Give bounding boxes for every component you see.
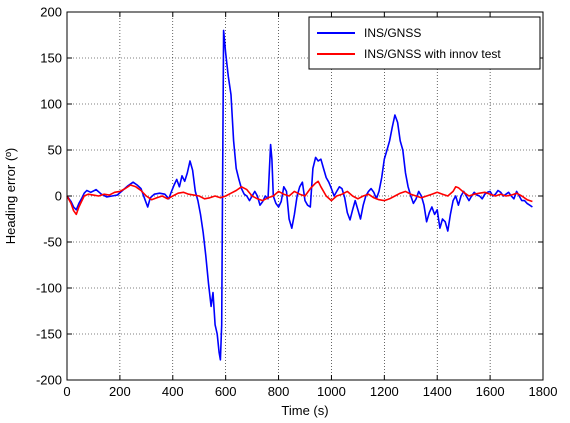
legend-label-ins-gnss: INS/GNSS — [364, 26, 421, 40]
x-tick-label: 400 — [162, 384, 184, 399]
x-tick-label: 800 — [268, 384, 290, 399]
x-tick-label: 1200 — [370, 384, 399, 399]
x-tick-label: 1000 — [317, 384, 346, 399]
legend-label-innov-test: INS/GNSS with innov test — [364, 47, 501, 61]
x-axis-label: Time (s) — [281, 403, 328, 418]
y-tick-labels: 200 150 100 50 0 -50 -100 -150 -200 — [36, 5, 62, 388]
y-axis-label: Heading error (º) — [3, 148, 18, 245]
y-tick-label: 50 — [48, 143, 62, 158]
y-tick-label: -150 — [36, 327, 62, 342]
y-tick-label: -50 — [43, 235, 62, 250]
legend: INS/GNSS INS/GNSS with innov test — [308, 16, 541, 70]
y-tick-label: 100 — [40, 97, 62, 112]
legend-box — [308, 16, 541, 70]
x-tick-label: 1400 — [423, 384, 452, 399]
y-tick-label: 0 — [55, 189, 62, 204]
y-tick-label: 150 — [40, 51, 62, 66]
x-tick-label: 1800 — [529, 384, 558, 399]
series-layer — [66, 29, 533, 361]
y-tick-label: -100 — [36, 281, 62, 296]
series-line-innov-test — [66, 180, 533, 216]
y-tick-label: -200 — [36, 373, 62, 388]
x-tick-label: 200 — [109, 384, 131, 399]
y-tick-label: 200 — [40, 5, 62, 20]
axis-ticks — [66, 11, 544, 381]
x-tick-label: 1600 — [476, 384, 505, 399]
x-tick-label: 600 — [215, 384, 237, 399]
x-tick-labels: 0 200 400 600 800 1000 1200 1400 1600 1800 — [63, 384, 557, 399]
x-tick-label: 0 — [63, 384, 70, 399]
